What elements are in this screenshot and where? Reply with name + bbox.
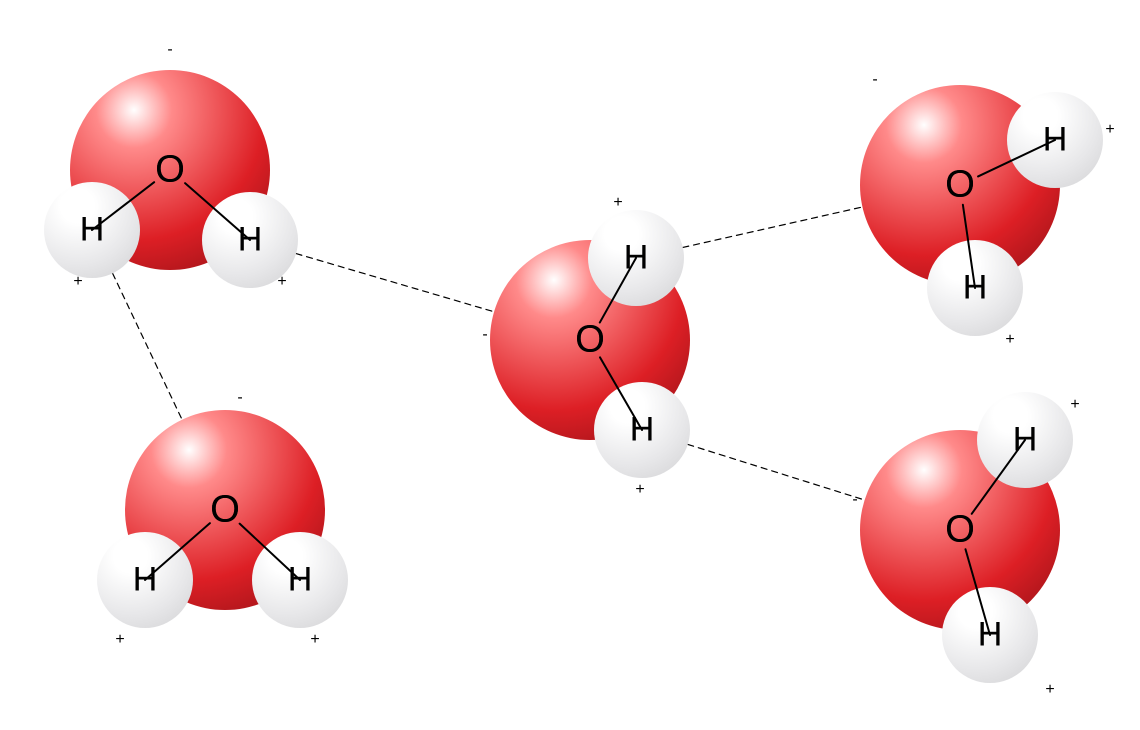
positive-charge: + <box>1045 681 1054 699</box>
atom-label-top: H <box>624 239 649 278</box>
negative-charge: - <box>167 41 172 59</box>
negative-charge: - <box>237 389 242 407</box>
atom-label-top: O <box>210 489 240 532</box>
positive-charge: + <box>277 273 286 291</box>
positive-charge: + <box>1070 396 1079 414</box>
negative-charge: - <box>852 491 857 509</box>
positive-charge: + <box>1105 121 1114 139</box>
atom-label-top: H <box>963 269 988 308</box>
atom-label-top: H <box>288 561 313 600</box>
positive-charge: + <box>310 631 319 649</box>
atom-label-top: H <box>1043 121 1068 160</box>
atom-label-top: O <box>945 509 975 552</box>
atom-label-top: O <box>155 149 185 192</box>
atom-label-top: H <box>80 211 105 250</box>
atom-label-top: O <box>575 319 605 362</box>
molecule-diagram: OHHOHHOHHOHHOHHOHHOHHOHHOHHOHH-++-++-++-… <box>0 0 1140 730</box>
atom-label-top: H <box>630 411 655 450</box>
positive-charge: + <box>115 631 124 649</box>
positive-charge: + <box>73 273 82 291</box>
negative-charge: - <box>872 71 877 89</box>
positive-charge: + <box>635 481 644 499</box>
atom-label-top: H <box>1013 421 1038 460</box>
positive-charge: + <box>1005 331 1014 349</box>
atom-label-top: H <box>238 221 263 260</box>
atom-label-top: H <box>133 561 158 600</box>
positive-charge: + <box>613 194 622 212</box>
atom-label-top: H <box>978 616 1003 655</box>
atom-label-top: O <box>945 164 975 207</box>
negative-charge: - <box>482 326 487 344</box>
